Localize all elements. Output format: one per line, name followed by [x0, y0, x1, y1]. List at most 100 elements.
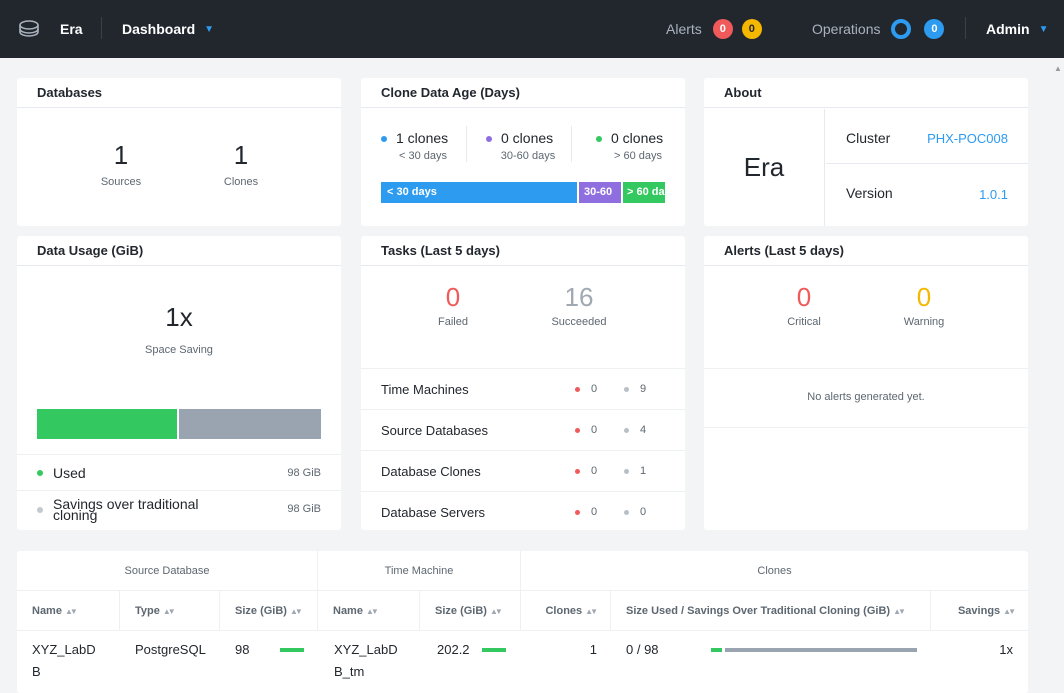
failed-dot-icon: [575, 428, 580, 433]
cell-savings: 1x: [999, 642, 1013, 657]
bucket-count: 0 clones: [501, 130, 554, 146]
cell-source-name[interactable]: XYZ_LabD B: [32, 642, 96, 679]
col-tm-name[interactable]: Name ▲▼: [318, 591, 420, 631]
age-bucket: 0 clones > 60 days: [596, 130, 685, 162]
tasks-failed-count[interactable]: 0: [445, 282, 461, 312]
sort-icon[interactable]: ▲▼: [1003, 607, 1016, 616]
sources-count[interactable]: 1: [113, 140, 129, 170]
divider: [466, 126, 467, 162]
scroll-up-icon[interactable]: ▲: [1054, 64, 1062, 73]
column-label: Size (GiB): [435, 605, 487, 617]
column-label: Size Used / Savings Over Traditional Clo…: [626, 605, 891, 617]
col-clones[interactable]: Clones ▲▼: [521, 591, 611, 631]
cell-time-machine-name[interactable]: XYZ_LabD B_tm: [334, 642, 398, 679]
bucket-dot-icon: [381, 136, 387, 143]
task-row-name: Time Machines: [381, 381, 469, 397]
column-label: Size (GiB): [235, 605, 287, 617]
databases-card: Databases 1 Sources 1 Clones: [17, 78, 341, 226]
sort-icon[interactable]: ▲▼: [162, 607, 176, 616]
col-type[interactable]: Type ▲▼: [120, 591, 220, 631]
used-legend: Used: [37, 465, 86, 481]
col-source-size[interactable]: Size (GiB) ▲▼: [220, 591, 318, 631]
age-bar-under-30[interactable]: < 30 days: [381, 182, 577, 203]
used-value: 98 GiB: [287, 467, 321, 479]
tasks-succeeded-count[interactable]: 16: [564, 282, 594, 312]
sort-icon[interactable]: ▲▼: [64, 607, 78, 616]
col-tm-size[interactable]: Size (GiB) ▲▼: [420, 591, 521, 631]
era-logo-icon[interactable]: [18, 0, 40, 58]
task-row[interactable]: Database Clones 0 1: [361, 450, 685, 491]
chevron-down-icon: ▼: [1038, 23, 1049, 35]
task-row[interactable]: Database Servers 0 0: [361, 491, 685, 530]
version-label: Version: [846, 185, 893, 201]
task-succeeded-count: 1: [640, 465, 647, 477]
top-bar: Era Dashboard ▼ Alerts 0 0 Operations 0 A…: [0, 0, 1064, 58]
card-title: Tasks (Last 5 days): [361, 236, 685, 266]
databases-table: Source Database Time Machine Clones Name…: [17, 551, 1028, 693]
col-used-savings[interactable]: Size Used / Savings Over Traditional Clo…: [611, 591, 931, 631]
sources-label: Sources: [100, 176, 142, 188]
alerts-empty-text: No alerts generated yet.: [807, 391, 925, 403]
col-source-name[interactable]: Name ▲▼: [17, 591, 120, 631]
sort-icon[interactable]: ▲▼: [365, 607, 379, 616]
column-label: Name: [333, 605, 363, 617]
bucket-dot-icon: [486, 136, 492, 143]
cell-type: PostgreSQL: [135, 642, 206, 657]
cell-used-savings: 0 / 98: [626, 642, 659, 657]
sort-icon[interactable]: ▲▼: [489, 607, 503, 616]
task-succeeded-count: 0: [640, 506, 647, 518]
dashboard-label: Dashboard: [122, 21, 196, 37]
sort-icon[interactable]: ▲▼: [585, 607, 598, 616]
product-name: Era: [704, 109, 825, 226]
task-failed-count: 0: [591, 506, 598, 518]
col-savings[interactable]: Savings ▲▼: [931, 591, 1028, 631]
card-title: Alerts (Last 5 days): [704, 236, 1028, 266]
alerts-warning-count[interactable]: 0: [916, 282, 932, 312]
usage-bar[interactable]: [37, 409, 321, 439]
tm-size-bar: [482, 648, 506, 652]
divider: [17, 454, 341, 455]
usage-bar-used[interactable]: [37, 409, 179, 439]
succeeded-dot-icon: [624, 387, 629, 392]
cluster-label: Cluster: [846, 130, 891, 146]
failed-dot-icon: [575, 469, 580, 474]
savings-legend: Savings over traditional cloning: [37, 497, 227, 522]
sort-icon[interactable]: ▲▼: [893, 607, 906, 616]
alerts-card: Alerts (Last 5 days) 0 Critical 0 Warnin…: [704, 236, 1028, 530]
task-row-name: Database Clones: [381, 463, 481, 479]
alerts-warning-badge[interactable]: 0: [741, 19, 762, 39]
clones-count[interactable]: 1: [233, 140, 249, 170]
succeeded-dot-icon: [624, 428, 629, 433]
dashboard-menu[interactable]: Dashboard ▼: [122, 0, 214, 58]
age-bar-over-60[interactable]: > 60 days: [623, 182, 665, 203]
used-dot-icon: [37, 470, 43, 476]
age-bar-30-60[interactable]: 30-60: [579, 182, 621, 203]
task-succeeded-count: 4: [640, 424, 647, 436]
operations-nav[interactable]: Operations 0: [812, 0, 945, 58]
divider: [571, 126, 572, 162]
operations-count-badge[interactable]: 0: [924, 19, 945, 39]
user-menu[interactable]: Admin ▼: [986, 0, 1048, 58]
cell-clones: 1: [589, 642, 597, 657]
column-label: Name: [32, 605, 62, 617]
alerts-critical-count[interactable]: 0: [796, 282, 812, 312]
sort-icon[interactable]: ▲▼: [289, 607, 303, 616]
operations-running-icon[interactable]: [891, 19, 912, 39]
column-label: Savings: [957, 605, 1001, 617]
task-row-name: Source Databases: [381, 422, 488, 438]
task-row-name: Database Servers: [381, 504, 486, 520]
task-failed-count: 0: [591, 383, 598, 395]
tasks-succeeded-label: Succeeded: [551, 316, 607, 328]
alerts-nav[interactable]: Alerts 0 0: [666, 0, 762, 58]
task-failed-count: 0: [591, 424, 598, 436]
task-row[interactable]: Source Databases 0 4: [361, 409, 685, 450]
alerts-critical-badge[interactable]: 0: [712, 19, 733, 39]
cluster-link[interactable]: PHX-POC008: [927, 131, 1008, 146]
used-bar: [711, 648, 722, 652]
brand-name[interactable]: Era: [60, 21, 83, 37]
age-bar: < 30 days 30-60 > 60 days: [381, 182, 665, 203]
group-clones: Clones: [521, 551, 1028, 591]
divider: [965, 17, 966, 39]
card-title: Data Usage (GiB): [17, 236, 341, 266]
task-row[interactable]: Time Machines 0 9: [361, 368, 685, 409]
